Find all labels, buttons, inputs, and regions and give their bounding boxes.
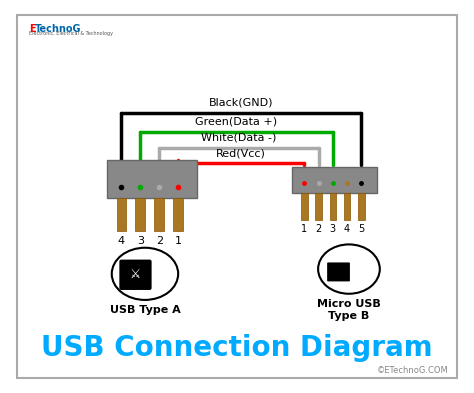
- Text: 1: 1: [301, 224, 308, 233]
- Text: 2: 2: [155, 236, 163, 246]
- Bar: [155, 198, 164, 231]
- Ellipse shape: [112, 248, 178, 300]
- Text: 4: 4: [344, 224, 350, 233]
- Bar: [358, 193, 365, 220]
- Text: White(Data -): White(Data -): [201, 133, 277, 143]
- Text: Black(GND): Black(GND): [209, 98, 273, 108]
- Text: 1: 1: [175, 236, 182, 246]
- Text: USB Connection Diagram: USB Connection Diagram: [41, 334, 433, 362]
- Bar: [117, 198, 126, 231]
- Text: ©ETechnoG.COM: ©ETechnoG.COM: [377, 366, 448, 375]
- Text: Electronic, Electrical & Technology: Electronic, Electrical & Technology: [29, 31, 113, 36]
- Text: ⚔: ⚔: [130, 268, 141, 281]
- FancyBboxPatch shape: [327, 263, 350, 281]
- FancyBboxPatch shape: [17, 15, 457, 378]
- Bar: [107, 160, 197, 198]
- Ellipse shape: [318, 244, 380, 294]
- Text: USB Type A: USB Type A: [109, 305, 180, 315]
- Text: Micro USB
Type B: Micro USB Type B: [317, 299, 381, 321]
- Text: 2: 2: [316, 224, 322, 233]
- FancyBboxPatch shape: [119, 260, 152, 290]
- Text: Green(Data +): Green(Data +): [195, 117, 278, 127]
- Bar: [344, 193, 350, 220]
- Text: Red(Vcc): Red(Vcc): [216, 148, 266, 158]
- Text: 5: 5: [358, 224, 365, 233]
- Bar: [292, 167, 377, 193]
- Text: 3: 3: [330, 224, 336, 233]
- Bar: [173, 198, 183, 231]
- Text: 3: 3: [137, 236, 144, 246]
- Text: 4: 4: [118, 236, 125, 246]
- Text: TechnoG: TechnoG: [35, 24, 82, 34]
- Bar: [329, 193, 336, 220]
- Bar: [315, 193, 322, 220]
- Text: E: E: [29, 24, 36, 34]
- Bar: [136, 198, 145, 231]
- Bar: [301, 193, 308, 220]
